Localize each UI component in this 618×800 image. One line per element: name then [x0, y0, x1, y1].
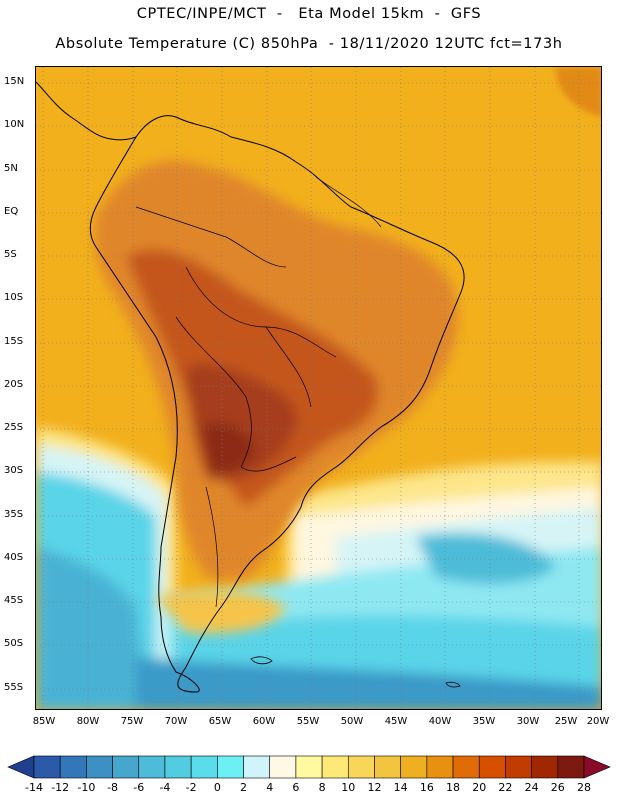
colorbar-swatch: [400, 755, 428, 779]
colorbar-max-arrow: [583, 755, 611, 779]
colorbar-tick-label: 20: [472, 781, 487, 794]
lon-label-50w: 50W: [340, 716, 364, 727]
colorbar-tick-label: -4: [159, 781, 171, 794]
colorbar-tick-label: 14: [393, 781, 408, 794]
lon-label-85w: 85W: [32, 716, 56, 727]
colorbar-swatch: [452, 755, 480, 779]
colorbar-swatch: [531, 755, 559, 779]
northeast-warm: [556, 67, 601, 117]
lat-label-15s: 15S: [4, 336, 24, 347]
colorbar-min-arrow: [7, 755, 35, 779]
south-georgia-island: [445, 681, 461, 688]
lat-label-55s: 55S: [4, 682, 24, 693]
title-line-2: Absolute Temperature (C) 850hPa - 18/11/…: [55, 36, 563, 52]
lat-label-30s: 30S: [4, 465, 24, 476]
lat-label-25s: 25S: [4, 422, 24, 433]
colorbar-tick-label: -6: [133, 781, 145, 794]
colorbar-tick-label: -2: [185, 781, 197, 794]
lat-label-eq: EQ: [4, 206, 19, 217]
lon-label-35w: 35W: [472, 716, 496, 727]
temperature-map: [35, 66, 602, 710]
lon-label-75w: 75W: [120, 716, 144, 727]
colorbar-tick-label: 6: [292, 781, 300, 794]
lat-label-15n: 15N: [4, 76, 25, 87]
lat-label-10n: 10N: [4, 119, 25, 130]
colorbar-tick-label: 26: [550, 781, 565, 794]
colorbar-tick-label: -8: [107, 781, 119, 794]
colorbar-tick-label: 18: [446, 781, 461, 794]
lon-label-60w: 60W: [252, 716, 276, 727]
lon-label-45w: 45W: [384, 716, 408, 727]
colorbar-swatch: [164, 755, 192, 779]
colorbar-swatch: [190, 755, 218, 779]
lat-label-5n: 5N: [4, 163, 18, 174]
colorbar-swatch: [269, 755, 297, 779]
lat-label-40s: 40S: [4, 552, 24, 563]
colorbar-swatch: [321, 755, 349, 779]
colorbar-tick-label: 4: [266, 781, 274, 794]
lon-label-25w: 25W: [554, 716, 578, 727]
colorbar-swatch: [295, 755, 323, 779]
colorbar-swatch: [59, 755, 87, 779]
colorbar-tick-label: 10: [341, 781, 356, 794]
lon-label-80w: 80W: [76, 716, 100, 727]
title-line-1: CPTEC/INPE/MCT - Eta Model 15km - GFS: [136, 6, 482, 22]
colorbar-tick-label: 16: [419, 781, 434, 794]
lat-label-35s: 35S: [4, 509, 24, 520]
colorbar-swatch: [112, 755, 140, 779]
colorbar-tick-label: 8: [318, 781, 326, 794]
map-canvas: [36, 67, 601, 709]
colorbar-swatch: [426, 755, 454, 779]
lat-label-45s: 45S: [4, 595, 24, 606]
colorbar-swatch: [374, 755, 401, 779]
country-borders: [135, 176, 382, 608]
colorbar-tick-label: 12: [367, 781, 382, 794]
colorbar-tick-label: -12: [51, 781, 70, 794]
colorbar-tick-label: 24: [524, 781, 539, 794]
lat-label-10s: 10S: [4, 292, 24, 303]
colorbar-tick-label: 2: [240, 781, 248, 794]
lon-label-55w: 55W: [296, 716, 320, 727]
south-america-coastline: [89, 115, 465, 693]
colorbar-swatch: [505, 755, 532, 779]
colorbar-swatch: [217, 755, 244, 779]
lat-label-20s: 20S: [4, 379, 24, 390]
colorbar-swatch: [557, 755, 585, 779]
lon-label-30w: 30W: [516, 716, 540, 727]
lon-label-20w: 20W: [586, 716, 610, 727]
colorbar-swatch: [33, 755, 61, 779]
central-america-coastline: [36, 81, 137, 141]
grid-lines: [36, 67, 601, 709]
colorbar: [7, 755, 611, 779]
falkland-islands: [250, 656, 273, 665]
cold-bands: [36, 427, 601, 709]
lon-label-70w: 70W: [164, 716, 188, 727]
colorbar-tick-label: 28: [577, 781, 591, 794]
colorbar-tick-label: 0: [213, 781, 221, 794]
lon-label-65w: 65W: [208, 716, 232, 727]
colorbar-swatch: [86, 755, 113, 779]
colorbar-tick-label: -10: [77, 781, 96, 794]
lon-label-40w: 40W: [428, 716, 452, 727]
colorbar-tick-label: 22: [498, 781, 513, 794]
colorbar-swatch: [478, 755, 506, 779]
colorbar-tick-label: -14: [25, 781, 43, 794]
lat-label-50s: 50S: [4, 638, 24, 649]
lat-label-5s: 5S: [4, 249, 17, 260]
colorbar-swatch: [243, 755, 271, 779]
colorbar-swatch: [347, 755, 375, 779]
continent-warm: [94, 160, 458, 634]
colorbar-swatch: [138, 755, 166, 779]
